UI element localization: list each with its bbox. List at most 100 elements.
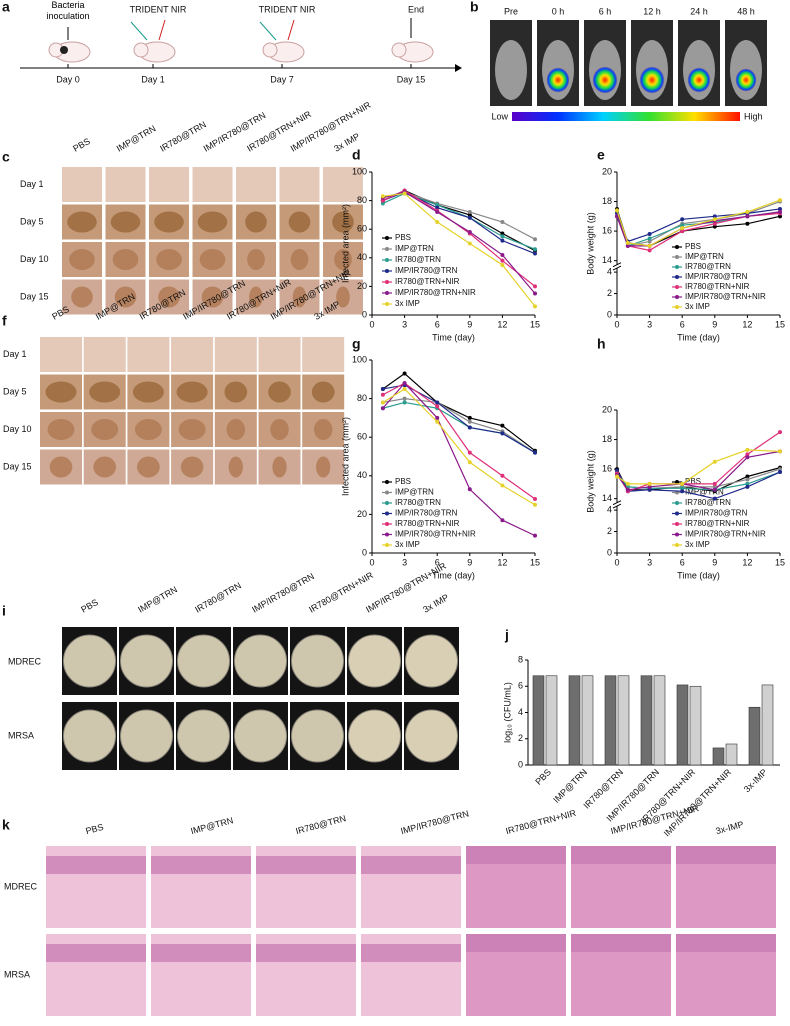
legend-marker: [675, 285, 679, 289]
series-line: [382, 192, 536, 250]
wound-photo: [236, 167, 276, 202]
x-tick-label: 3: [402, 557, 407, 567]
point: [500, 431, 505, 436]
plate: [405, 709, 458, 763]
point: [778, 209, 782, 214]
x-tick-label: 9: [712, 319, 717, 329]
panel-letter: h: [597, 336, 606, 352]
wound: [158, 286, 180, 308]
point: [712, 459, 717, 464]
y-tick-label: 18: [602, 196, 612, 206]
panel-letter: a: [2, 0, 10, 15]
bar: [676, 684, 689, 766]
label: 6 h: [599, 6, 612, 16]
wound: [332, 211, 354, 233]
break-mark: [612, 500, 622, 506]
wound-photo: [149, 167, 189, 202]
legend-marker: [675, 532, 679, 537]
y-tick-label: 8: [518, 654, 523, 664]
plate: [348, 634, 401, 688]
mouse-head: [391, 42, 407, 58]
label: PBS: [71, 136, 92, 154]
y-tick-label: 20: [602, 404, 612, 414]
point: [680, 489, 685, 494]
x-tick-label: 12: [497, 319, 507, 329]
point: [467, 210, 472, 215]
label: 48 h: [737, 6, 755, 16]
legend-marker: [385, 236, 389, 240]
legend-label: 3x IMP: [685, 302, 710, 311]
label: Day 5: [20, 216, 44, 226]
point: [435, 210, 440, 215]
wound: [311, 381, 335, 403]
wound-photo: [171, 337, 214, 372]
label: MRSA: [4, 969, 30, 979]
x-tick-label: 12: [497, 557, 507, 567]
label: IMP/IR780@TRN: [250, 571, 316, 615]
point: [380, 392, 385, 397]
legend-marker: [385, 258, 389, 262]
point: [533, 247, 537, 252]
wound: [176, 381, 208, 403]
point: [647, 236, 652, 241]
legend-label: IMP@TRN: [685, 252, 724, 261]
y-tick-label: 16: [602, 463, 612, 473]
label: 3x IMP: [421, 592, 450, 615]
point: [647, 248, 652, 253]
legend-label: IR780@TRN: [395, 255, 441, 264]
legend-marker: [385, 522, 389, 526]
point: [615, 468, 619, 473]
x-tick-label: 6: [435, 319, 440, 329]
legend-marker: [385, 269, 389, 273]
point: [533, 251, 537, 256]
point: [402, 396, 407, 401]
series-line: [382, 192, 536, 307]
bar: [640, 675, 653, 766]
label: 0 h: [552, 6, 565, 16]
legend-label: IMP/IR780@TRN+NIR: [395, 530, 476, 539]
x-tick-label: IMP@TRN: [551, 767, 589, 805]
x-tick-label: 3: [647, 319, 652, 329]
wound: [270, 419, 289, 440]
point: [778, 449, 782, 454]
series-line: [382, 372, 536, 452]
panel-letter: c: [2, 149, 10, 165]
color-bar: [512, 112, 740, 121]
point: [500, 231, 505, 236]
point: [778, 467, 782, 472]
legend-label: IMP@TRN: [685, 488, 724, 497]
point: [435, 419, 440, 424]
legend-label: PBS: [395, 477, 411, 486]
point: [402, 381, 407, 386]
legend-marker: [385, 247, 389, 251]
plate: [234, 709, 287, 763]
point: [467, 487, 472, 492]
point: [533, 237, 537, 242]
wound-photo: [302, 337, 345, 372]
label: PBS: [85, 822, 105, 836]
bar: [748, 706, 761, 766]
tissue-band: [46, 856, 146, 874]
tissue-band: [46, 944, 146, 962]
x-tick-label: 15: [775, 319, 785, 329]
point: [615, 214, 619, 219]
legend-label: IMP@TRN: [395, 244, 434, 253]
y-tick-label: 18: [602, 434, 612, 444]
y-tick-label: 6: [518, 681, 523, 691]
mouse-head: [133, 42, 149, 58]
label: Day 10: [20, 254, 49, 264]
point: [745, 209, 750, 214]
signal: [546, 67, 570, 93]
point: [647, 232, 652, 237]
y-tick-label: 100: [352, 354, 367, 364]
tissue-band: [151, 856, 251, 874]
x-tick-label: 15: [530, 319, 540, 329]
x-axis-label: Time (day): [677, 570, 720, 580]
break-mark: [612, 503, 622, 509]
signal: [592, 66, 618, 94]
point: [402, 386, 407, 391]
label: Day 15: [20, 291, 49, 301]
x-tick-label: 6: [680, 557, 685, 567]
point: [380, 194, 385, 199]
